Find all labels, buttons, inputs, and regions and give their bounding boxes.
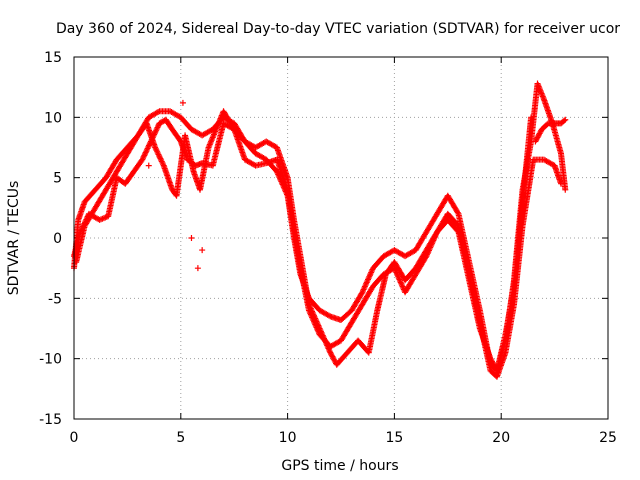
data-point — [152, 144, 159, 151]
data-point — [156, 152, 163, 159]
data-point — [155, 151, 162, 158]
data-point — [157, 155, 164, 162]
data-point — [155, 109, 162, 116]
data-point — [158, 157, 165, 164]
y-tick-label: 5 — [53, 171, 62, 187]
data-point — [141, 152, 148, 159]
y-tick-label: -15 — [39, 412, 62, 428]
data-point — [154, 124, 161, 131]
data-point — [143, 148, 150, 155]
data-point — [158, 158, 165, 165]
data-point — [153, 127, 160, 134]
data-point — [145, 142, 152, 149]
data-point — [143, 146, 150, 153]
data-point — [454, 227, 461, 234]
data-point — [188, 235, 195, 241]
data-point — [145, 144, 152, 151]
y-axis-title: SDTVAR / TECUs — [6, 181, 22, 296]
data-point — [139, 156, 146, 163]
data-point — [154, 148, 161, 155]
x-tick-label: 5 — [176, 430, 185, 446]
data-point — [144, 145, 151, 152]
data-point — [194, 265, 201, 272]
data-point — [155, 123, 162, 130]
data-point — [140, 153, 147, 160]
y-tick-label: 0 — [53, 231, 62, 247]
data-point — [358, 290, 365, 297]
x-axis-title: GPS time / hours — [281, 458, 398, 474]
data-point — [145, 162, 152, 169]
data-point — [156, 154, 163, 161]
data-point — [153, 125, 160, 132]
data-point — [160, 161, 167, 168]
x-tick-label: 25 — [599, 430, 617, 446]
x-tick-label: 20 — [492, 430, 510, 446]
chart-title: Day 360 of 2024, Sidereal Day-to-day VTE… — [56, 21, 620, 37]
data-point — [561, 117, 568, 124]
data-point — [562, 116, 569, 123]
data-point — [152, 145, 159, 152]
plot-frame — [73, 56, 609, 420]
y-tick-label: -10 — [39, 352, 62, 368]
data-point — [142, 149, 149, 156]
data-point — [141, 150, 148, 157]
data-point — [179, 99, 186, 106]
data-point — [159, 159, 166, 166]
data-point — [153, 147, 160, 154]
data-point — [154, 150, 161, 157]
y-axis-ticks: -15 -10 -5 0 5 10 15 — [39, 50, 608, 428]
grid-lines — [74, 57, 608, 419]
y-tick-label: -5 — [48, 291, 62, 307]
data-point — [199, 247, 206, 254]
x-tick-label: 15 — [385, 430, 403, 446]
data-point — [562, 186, 569, 193]
data-point — [152, 128, 159, 135]
data-point — [454, 209, 461, 216]
data-marks — [71, 80, 569, 380]
y-tick-label: 10 — [44, 110, 62, 126]
x-tick-label: 0 — [70, 430, 79, 446]
data-point — [140, 155, 147, 162]
data-point — [325, 312, 332, 319]
y-tick-label: 15 — [44, 50, 62, 66]
x-tick-label: 10 — [279, 430, 297, 446]
